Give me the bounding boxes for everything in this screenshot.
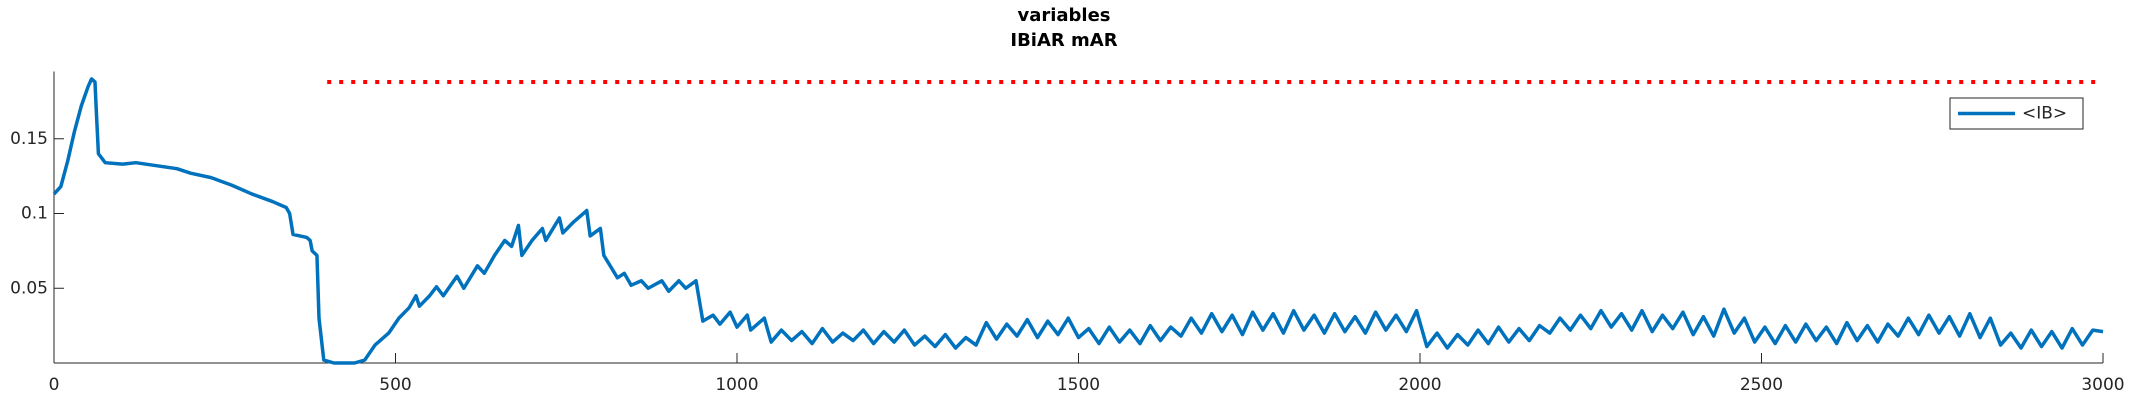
chart-subtitle: IBiAR mAR — [1010, 30, 1117, 51]
x-tick-label: 1500 — [1057, 375, 1100, 395]
y-tick-label: 0.15 — [10, 129, 48, 149]
y-tick-label: 0.1 — [21, 204, 48, 224]
x-tick-label: 2500 — [1740, 375, 1783, 395]
x-tick-label: 500 — [379, 375, 411, 395]
x-tick-label: 0 — [49, 375, 60, 395]
x-tick-label: 1000 — [715, 375, 758, 395]
y-tick-label: 0.05 — [10, 278, 48, 298]
legend-label: <IB> — [2022, 104, 2067, 124]
chart-title: variables — [1017, 5, 1110, 26]
line-series — [52, 77, 2104, 365]
x-tick-label: 3000 — [2081, 375, 2124, 395]
x-tick-label: 2000 — [1398, 375, 1441, 395]
